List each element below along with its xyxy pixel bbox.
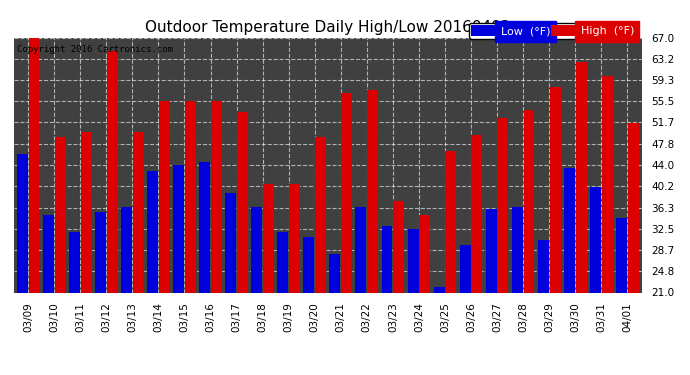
- Bar: [538, 240, 549, 292]
- Bar: [211, 101, 222, 292]
- Bar: [315, 137, 326, 292]
- Bar: [471, 135, 482, 292]
- Bar: [420, 215, 431, 292]
- Legend: Low  (°F), High  (°F): Low (°F), High (°F): [469, 22, 636, 39]
- Bar: [486, 209, 497, 292]
- Text: Copyright 2016 Cartronics.com: Copyright 2016 Cartronics.com: [17, 45, 172, 54]
- Bar: [367, 90, 378, 292]
- Bar: [590, 187, 601, 292]
- Bar: [393, 201, 404, 292]
- Bar: [564, 168, 575, 292]
- Bar: [602, 76, 613, 292]
- Bar: [263, 184, 274, 292]
- Bar: [550, 87, 560, 292]
- Bar: [132, 132, 144, 292]
- Bar: [524, 110, 535, 292]
- Bar: [81, 132, 92, 292]
- Bar: [159, 101, 170, 292]
- Bar: [121, 207, 132, 292]
- Bar: [382, 226, 393, 292]
- Bar: [95, 212, 106, 292]
- Bar: [433, 287, 444, 292]
- Bar: [628, 123, 639, 292]
- Bar: [225, 193, 236, 292]
- Bar: [460, 245, 471, 292]
- Bar: [237, 112, 248, 292]
- Bar: [329, 254, 340, 292]
- Bar: [355, 207, 366, 292]
- Bar: [69, 231, 80, 292]
- Bar: [185, 101, 196, 292]
- Bar: [497, 118, 509, 292]
- Bar: [445, 151, 456, 292]
- Bar: [341, 93, 352, 292]
- Bar: [575, 63, 586, 292]
- Bar: [289, 184, 300, 292]
- Bar: [43, 215, 54, 292]
- Bar: [107, 51, 117, 292]
- Bar: [512, 207, 523, 292]
- Bar: [251, 207, 262, 292]
- Bar: [28, 38, 39, 292]
- Bar: [277, 231, 288, 292]
- Bar: [173, 165, 184, 292]
- Bar: [408, 229, 419, 292]
- Bar: [616, 217, 627, 292]
- Bar: [55, 137, 66, 292]
- Bar: [304, 237, 315, 292]
- Bar: [147, 171, 158, 292]
- Title: Outdoor Temperature Daily High/Low 20160402: Outdoor Temperature Daily High/Low 20160…: [145, 20, 511, 35]
- Bar: [199, 162, 210, 292]
- Bar: [17, 154, 28, 292]
